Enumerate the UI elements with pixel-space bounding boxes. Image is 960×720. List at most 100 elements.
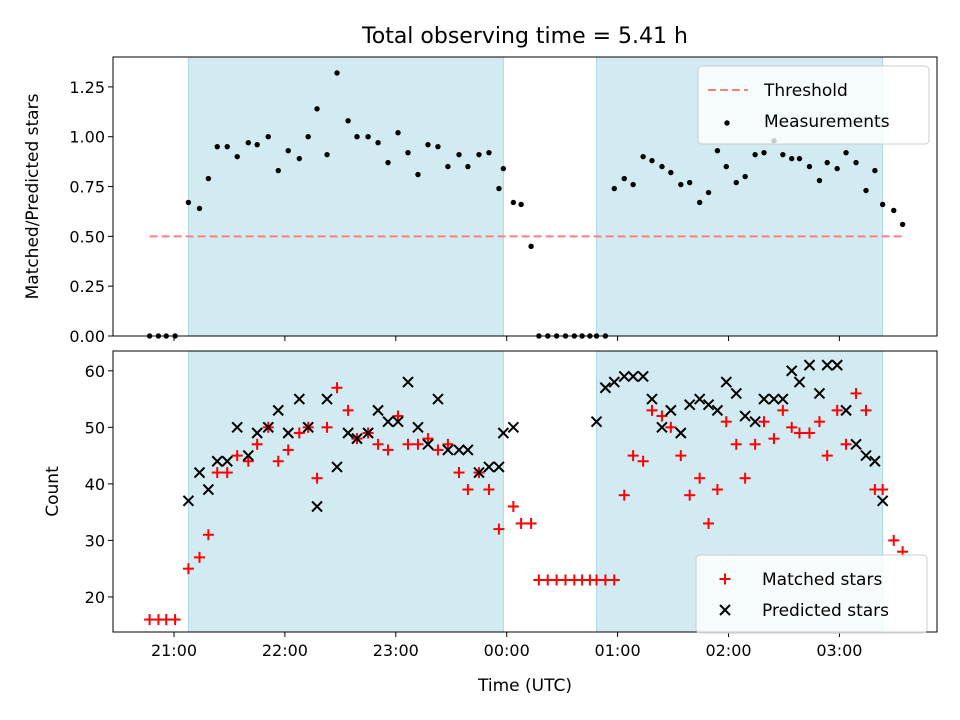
measurement-point [853,159,859,166]
measurement-point [354,134,360,140]
predicted-star-marker [599,382,612,394]
measurement-point [796,155,803,162]
measurement-point [611,185,617,192]
predicted-star-marker [351,432,363,445]
matched-star-marker [694,472,706,484]
ratio-x-ticks [173,336,840,341]
measurement-point [405,149,411,156]
matched-star-marker [211,467,223,479]
predicted-star-marker [193,466,206,479]
predicted-star-marker [282,427,294,439]
x-tick-label: 22:00 [262,641,308,660]
predicted-star-marker [211,455,223,467]
measurement-point [668,169,674,176]
predicted-star-marker [793,376,806,388]
predicted-star-marker [221,455,233,467]
matched-star-marker [321,421,333,433]
count-y-ticks: 20 30 40 50 60 [85,362,113,607]
count-panel: 20 30 40 50 60 21:00 22:00 23:00 00:00 01:00 02:0… [43,350,938,660]
measurement-point [375,139,381,146]
measurement-point [345,118,351,124]
predicted-star-marker [372,404,384,417]
matched-star-marker [749,438,761,450]
measurement-point [528,243,534,250]
matched-star-marker [720,416,732,428]
predicted-star-marker [483,461,495,473]
measurement-point [445,163,451,170]
matched-star-marker [768,433,780,445]
count-y-axis-label: Count [43,466,63,517]
matched-star-marker [646,404,658,416]
matched-star-marker [831,404,843,416]
x-axis-label: Time (UTC) [477,676,572,696]
matched-star-marker [860,404,872,416]
measurement-point [863,187,869,194]
predicted-star-marker [768,393,780,405]
y-tick-label: 0.25 [69,277,105,296]
matched-star-marker [656,410,668,422]
predicted-star-marker [627,370,639,383]
x-tick-label: 00:00 [484,641,530,660]
measurement-point [415,171,421,178]
measurement-point [678,181,684,188]
predicted-star-marker [362,427,374,439]
predicted-star-marker [382,415,394,428]
matched-star-marker [422,433,434,445]
matched-star-marker [432,444,444,456]
matched-star-marker [194,551,206,563]
predicted-star-marker [749,415,761,428]
predicted-star-marker [786,365,798,377]
matched-star-marker [412,438,424,450]
legend-label: Measurements [764,112,890,132]
measurement-point [630,181,636,188]
measurement-point [872,167,878,174]
ratio-axes-frame [112,56,938,337]
matched-star-marker [221,467,233,479]
measurement-point [365,134,371,140]
measurement-point [234,153,240,160]
predicted-star-marker [821,359,833,371]
measurement-point [496,185,502,192]
measurement-point [314,106,320,112]
count-legend: Matched stars Predicted stars [695,554,928,634]
measurement-point [285,147,291,154]
predicted-star-marker [720,376,732,388]
x-tick-label: 23:00 [373,641,419,660]
predicted-star-marker [840,404,852,417]
y-tick-label: 20 [85,588,105,607]
predicted-star-marker [831,359,843,371]
matched-star-marker [739,472,751,484]
predicted-star-marker [777,393,789,405]
x-tick-label: 21:00 [151,641,197,660]
matched-star-marker [202,529,214,541]
measurement-point [465,163,471,170]
predicted-star-marker [251,427,263,439]
predicted-star-marker [618,370,630,383]
measurement-point [425,141,431,148]
predicted-star-marker [711,404,724,417]
matched-star-marker [342,404,354,416]
measurement-point [723,163,729,170]
measurement-point [518,201,524,208]
matched-star-marker [777,404,789,416]
matched-star-marker [311,472,323,484]
matched-star-marker [507,500,519,512]
predicted-star-marker [730,387,742,400]
observing-window [187,56,504,337]
measurement-point [659,163,665,170]
measurement-point [245,139,252,146]
matched-star-marker [462,484,474,496]
measurement-points [146,70,906,339]
matched-star-marker [850,387,862,399]
matched-star-marker [282,444,294,456]
y-tick-label: 0.00 [69,327,105,346]
y-tick-label: 0.75 [69,178,105,197]
legend-handle [719,573,731,585]
measurement-point [879,201,886,208]
predicted-star-marker [331,461,343,473]
legend-box [695,554,928,634]
measurement-point [816,177,823,184]
measurement-point [761,149,767,156]
x-tick-label: 02:00 [705,641,751,660]
matched-star-marker [242,455,254,467]
